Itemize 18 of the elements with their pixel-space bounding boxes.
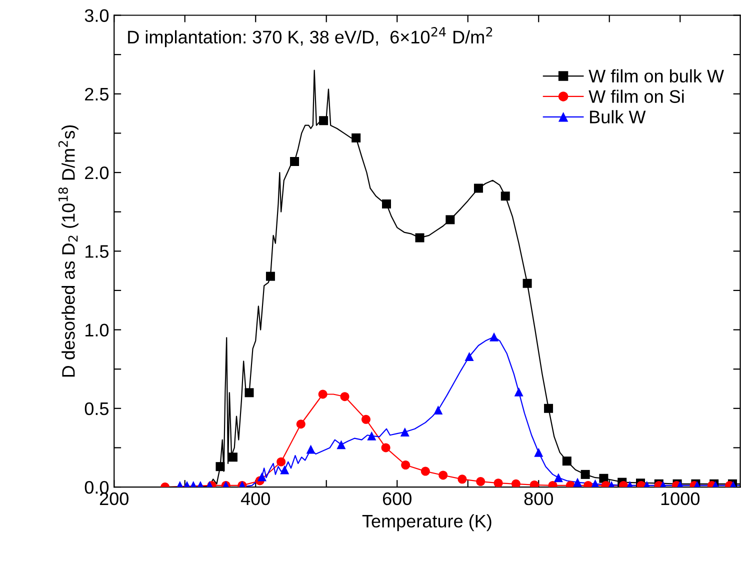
- y-axis-title: D desorbed as D$_{2}$ (10$^{18}$ D/m$^{2}$s): [58, 125, 78, 377]
- x-tick-label: 200: [100, 492, 128, 506]
- y-tick-label: 2.0: [85, 166, 109, 180]
- y-tick-label: 2.5: [85, 88, 108, 101]
- legend-label: W film on Si: [588, 90, 684, 103]
- y-tick-label: 3.0: [84, 9, 109, 22]
- x-tick-label: 400: [240, 492, 270, 506]
- x-tick-label: 600: [382, 492, 412, 506]
- x-tick-label: 1000: [661, 492, 700, 506]
- y-tick-label: 0.0: [84, 480, 109, 494]
- annotation: D implantation: 370 K, 38 eV/D, 6×10$^{24}$ D/m$^{2}$: [128, 27, 492, 48]
- x-axis-title: Temperature (K): [362, 514, 492, 532]
- y-tick-label: 1.5: [86, 245, 108, 258]
- legend-label: W film on bulk W: [588, 69, 724, 83]
- y-tick-label: 1.0: [86, 324, 109, 336]
- x-tick-label: 800: [524, 492, 553, 506]
- legend-label: Bulk W: [590, 110, 646, 124]
- y-tick-label: 0.5: [84, 402, 108, 416]
